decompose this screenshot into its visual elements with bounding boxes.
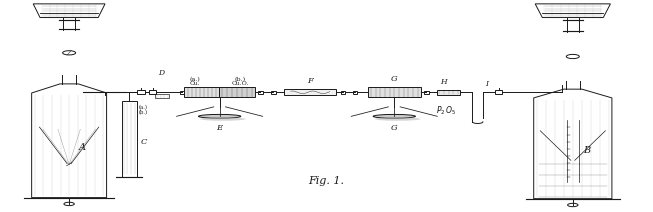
Bar xyxy=(494,90,502,94)
Bar xyxy=(184,87,219,97)
Text: $\mathit{P_2\,O_5}$: $\mathit{P_2\,O_5}$ xyxy=(436,105,456,117)
Bar xyxy=(155,94,170,98)
Bar xyxy=(258,91,263,94)
Circle shape xyxy=(64,202,74,206)
Bar xyxy=(341,91,345,94)
Bar xyxy=(284,89,336,95)
Text: F: F xyxy=(308,77,313,85)
Ellipse shape xyxy=(199,114,241,118)
Text: C: C xyxy=(141,138,147,146)
Bar xyxy=(137,90,145,94)
Bar xyxy=(353,91,357,94)
Text: (a.): (a.) xyxy=(190,77,200,82)
Text: A: A xyxy=(79,143,86,152)
Text: Cu.: Cu. xyxy=(190,81,200,86)
Bar xyxy=(368,87,421,97)
Bar xyxy=(219,87,255,97)
Circle shape xyxy=(567,203,578,207)
Text: I: I xyxy=(485,80,488,88)
Text: E: E xyxy=(217,124,223,132)
Ellipse shape xyxy=(375,117,421,121)
Bar xyxy=(271,91,276,94)
Text: (a.): (a.) xyxy=(138,105,147,110)
Bar xyxy=(424,91,429,94)
Bar xyxy=(149,90,157,94)
Bar xyxy=(438,90,460,95)
Text: (b.): (b.) xyxy=(234,77,246,82)
Bar xyxy=(180,91,184,94)
Text: Cu.O.: Cu.O. xyxy=(231,81,249,86)
Text: D: D xyxy=(159,68,165,77)
Text: G: G xyxy=(391,75,398,83)
Circle shape xyxy=(63,51,76,55)
Ellipse shape xyxy=(200,117,246,121)
Text: (b.): (b.) xyxy=(138,110,148,115)
Text: G: G xyxy=(391,124,398,132)
Ellipse shape xyxy=(373,114,415,118)
Text: H: H xyxy=(440,78,447,86)
Text: Fig. 1.: Fig. 1. xyxy=(308,176,345,186)
Circle shape xyxy=(566,54,579,59)
Text: B: B xyxy=(583,146,590,155)
